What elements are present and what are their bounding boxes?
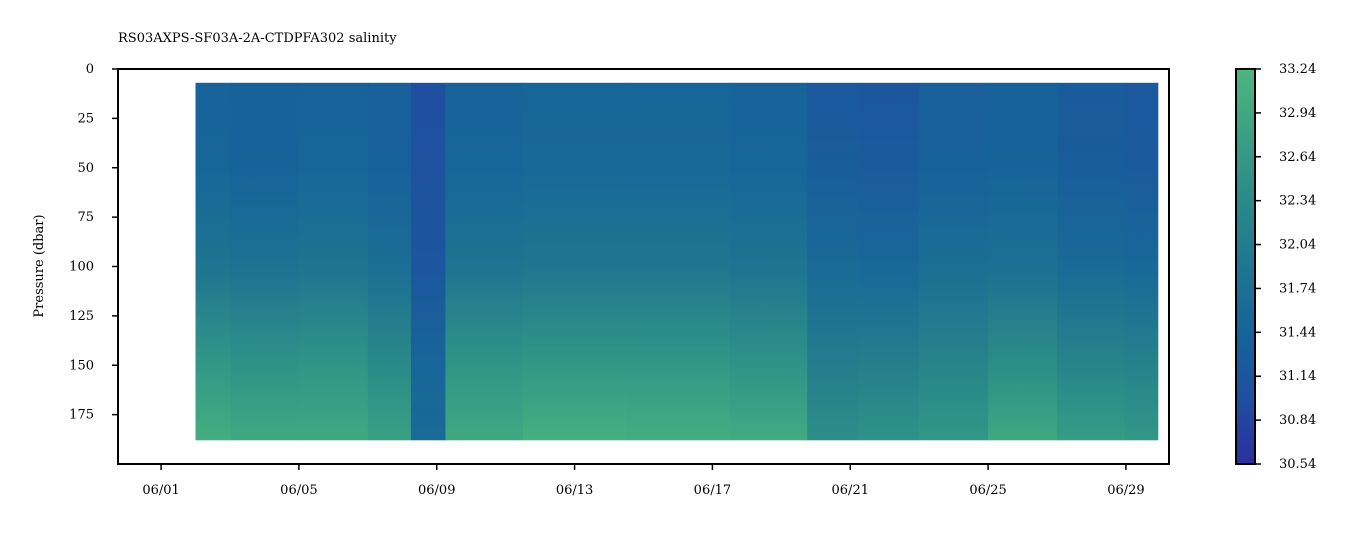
heatmap-column <box>807 82 860 441</box>
heatmap-column <box>626 82 731 441</box>
heatmap-column <box>367 82 412 441</box>
colorbar-tick-label: 32.04 <box>1279 238 1316 253</box>
heatmap-field <box>195 82 1159 441</box>
heatmap-column <box>230 82 300 441</box>
x-tick-label: 06/25 <box>969 483 1006 498</box>
heatmap-column <box>729 82 808 441</box>
y-tick-label: 0 <box>86 62 94 77</box>
y-tick-label: 100 <box>69 260 94 275</box>
x-tick-label: 06/09 <box>418 483 455 498</box>
x-tick-label: 06/13 <box>556 483 593 498</box>
heatmap-column <box>445 82 524 441</box>
y-axis-label: Pressure (dbar) <box>32 214 47 317</box>
heatmap-column <box>195 82 231 441</box>
y-tick-label: 25 <box>77 111 94 126</box>
colorbar-tick-label: 32.64 <box>1279 150 1316 165</box>
y-tick-label: 125 <box>69 309 94 324</box>
axes: 0 25 50 75 100 125 150 175 06/01 06/05 06/09 06/13 0… <box>69 62 1170 498</box>
heatmap-column <box>919 82 989 441</box>
colorbar-gradient <box>1235 68 1256 465</box>
colorbar-tick-label: 31.14 <box>1279 369 1316 384</box>
x-tick-label: 06/17 <box>694 483 731 498</box>
heatmap-column <box>522 82 628 441</box>
heatmap-column <box>1057 82 1126 441</box>
y-tick-label: 50 <box>77 161 94 176</box>
heatmap-column <box>988 82 1058 441</box>
heatmap-column <box>410 82 447 441</box>
y-tick-label: 75 <box>77 210 94 225</box>
y-tick-label: 150 <box>69 358 94 373</box>
heatmap-column <box>298 82 369 441</box>
colorbar-tick-label: 33.24 <box>1279 62 1316 77</box>
colorbar: 33.24 32.94 32.64 32.34 32.04 31.74 31.44 31.14… <box>1235 62 1316 472</box>
colorbar-tick-label: 32.34 <box>1279 194 1316 209</box>
colorbar-tick-label: 32.94 <box>1279 106 1316 121</box>
y-tick-label: 175 <box>69 408 94 423</box>
heatmap-column <box>858 82 920 441</box>
x-tick-label: 06/01 <box>142 483 179 498</box>
x-tick-label: 06/21 <box>832 483 869 498</box>
x-tick-label: 06/05 <box>280 483 317 498</box>
colorbar-tick-label: 30.84 <box>1279 413 1316 428</box>
colorbar-tick-label: 31.74 <box>1279 281 1316 296</box>
colorbar-tick-label: 30.54 <box>1279 457 1316 472</box>
colorbar-tick-label: 31.44 <box>1279 325 1316 340</box>
heatmap-column <box>1124 82 1159 441</box>
chart-title: RS03AXPS-SF03A-2A-CTDPFA302 salinity <box>118 31 397 46</box>
x-tick-label: 06/29 <box>1107 483 1144 498</box>
